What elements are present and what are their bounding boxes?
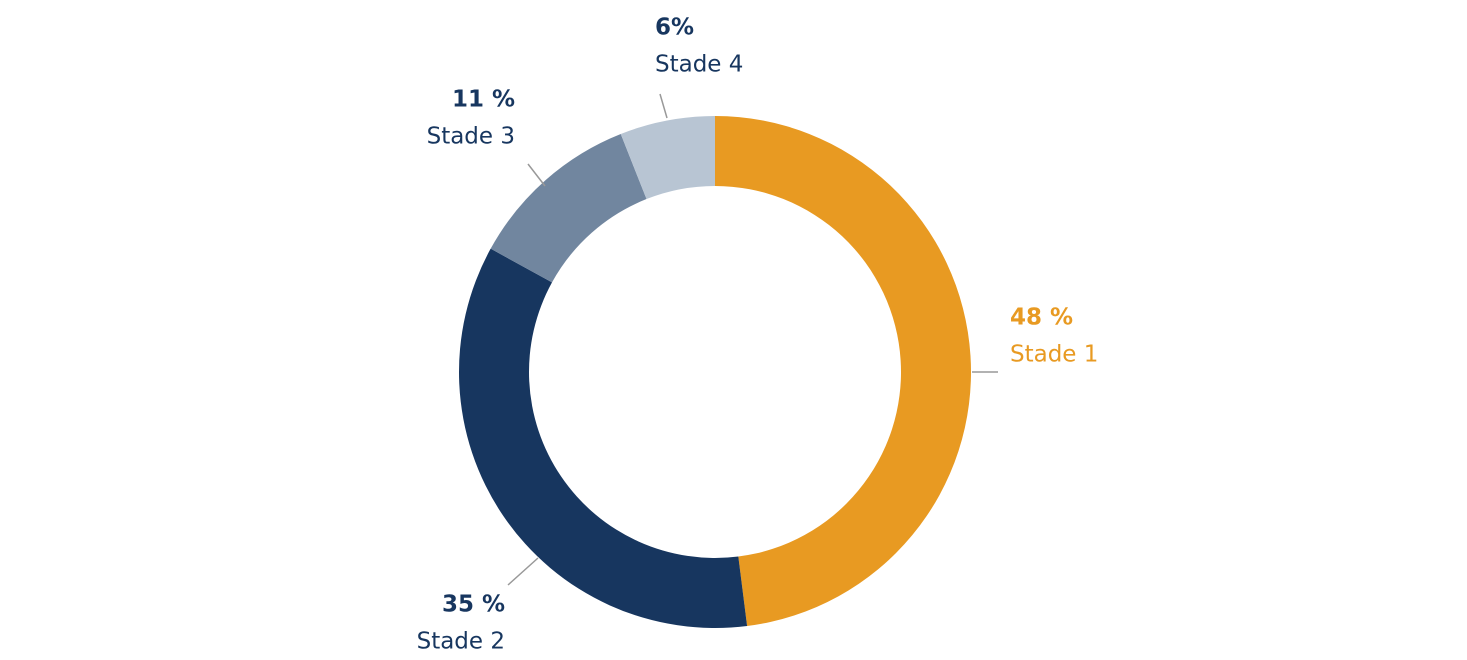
leader-line (527, 163, 546, 187)
donut-slice (490, 133, 647, 283)
category-label: Stade 4 (655, 52, 743, 78)
value-label: 35 % (442, 592, 505, 618)
category-label: Stade 1 (1010, 342, 1098, 368)
donut-slice (715, 116, 972, 626)
donut-slice (620, 116, 715, 200)
category-label: Stade 2 (417, 629, 505, 655)
value-label: 11 % (452, 87, 515, 113)
category-label: Stade 3 (427, 124, 515, 150)
leader-line (507, 557, 539, 586)
leader-line (659, 93, 668, 119)
value-label: 6% (655, 15, 694, 41)
donut-slice (459, 248, 748, 628)
value-label: 48 % (1010, 305, 1073, 331)
